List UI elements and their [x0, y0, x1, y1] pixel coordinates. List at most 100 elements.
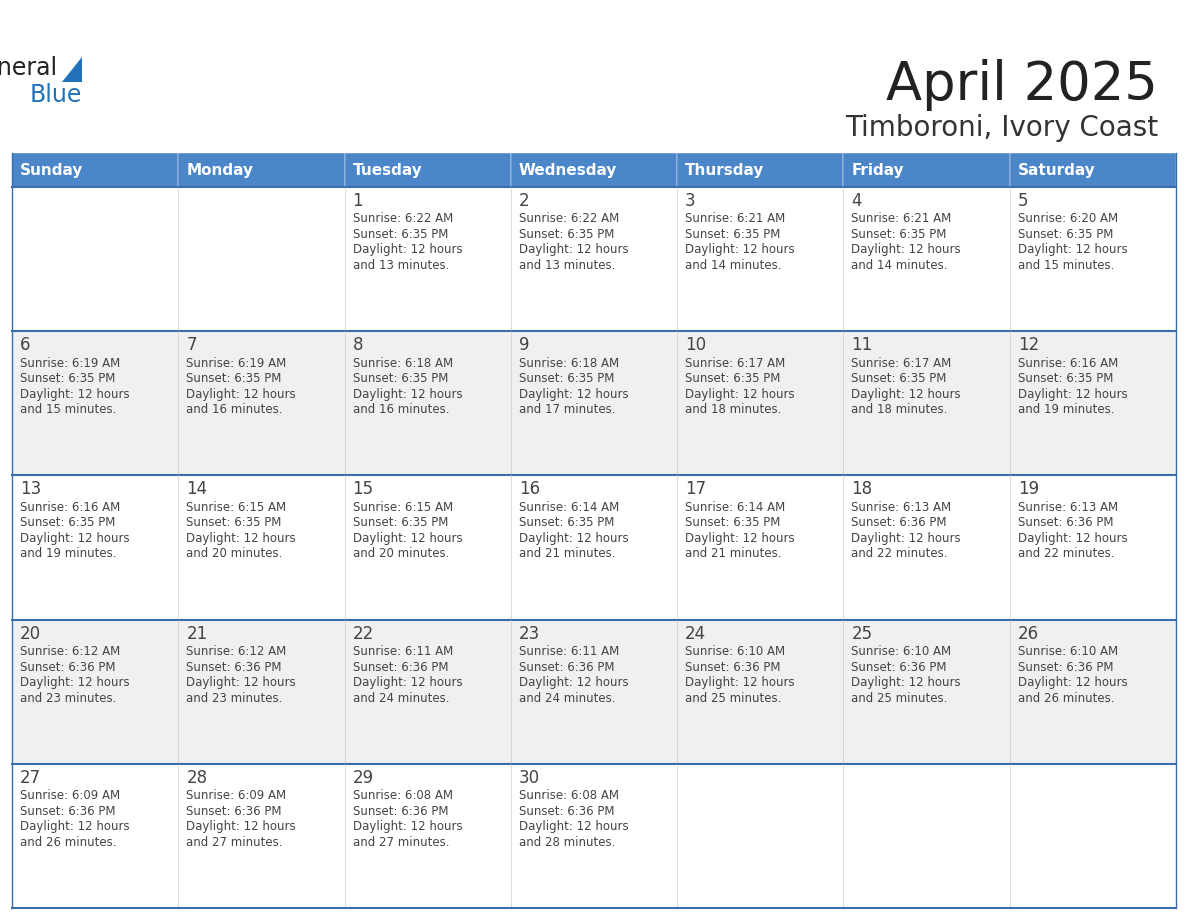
- Text: and 27 minutes.: and 27 minutes.: [187, 835, 283, 849]
- Text: 19: 19: [1018, 480, 1038, 498]
- Text: Sunset: 6:35 PM: Sunset: 6:35 PM: [852, 372, 947, 386]
- Text: 9: 9: [519, 336, 530, 354]
- Text: and 15 minutes.: and 15 minutes.: [20, 403, 116, 416]
- Text: Sunrise: 6:09 AM: Sunrise: 6:09 AM: [187, 789, 286, 802]
- Text: Sunrise: 6:10 AM: Sunrise: 6:10 AM: [1018, 645, 1118, 658]
- Text: Sunrise: 6:21 AM: Sunrise: 6:21 AM: [852, 212, 952, 226]
- Text: Daylight: 12 hours: Daylight: 12 hours: [20, 387, 129, 400]
- Text: 3: 3: [685, 192, 696, 210]
- Text: and 25 minutes.: and 25 minutes.: [685, 691, 782, 705]
- Text: Daylight: 12 hours: Daylight: 12 hours: [519, 676, 628, 689]
- Polygon shape: [62, 57, 82, 82]
- Text: Daylight: 12 hours: Daylight: 12 hours: [519, 532, 628, 545]
- Text: Daylight: 12 hours: Daylight: 12 hours: [685, 387, 795, 400]
- Text: Sunset: 6:35 PM: Sunset: 6:35 PM: [685, 372, 781, 386]
- Text: Sunset: 6:35 PM: Sunset: 6:35 PM: [1018, 228, 1113, 241]
- Text: Sunset: 6:35 PM: Sunset: 6:35 PM: [187, 372, 282, 386]
- Text: Sunset: 6:36 PM: Sunset: 6:36 PM: [20, 805, 115, 818]
- Bar: [12, 764, 1176, 908]
- Text: Sunset: 6:36 PM: Sunset: 6:36 PM: [187, 661, 282, 674]
- Text: Daylight: 12 hours: Daylight: 12 hours: [852, 387, 961, 400]
- Text: and 14 minutes.: and 14 minutes.: [852, 259, 948, 272]
- Text: Daylight: 12 hours: Daylight: 12 hours: [20, 532, 129, 545]
- Text: and 16 minutes.: and 16 minutes.: [187, 403, 283, 416]
- Text: Sunrise: 6:18 AM: Sunrise: 6:18 AM: [353, 357, 453, 370]
- Text: Sunrise: 6:12 AM: Sunrise: 6:12 AM: [187, 645, 286, 658]
- Text: Sunset: 6:36 PM: Sunset: 6:36 PM: [685, 661, 781, 674]
- Text: Sunrise: 6:13 AM: Sunrise: 6:13 AM: [1018, 501, 1118, 514]
- Text: Sunset: 6:36 PM: Sunset: 6:36 PM: [187, 805, 282, 818]
- Text: Daylight: 12 hours: Daylight: 12 hours: [20, 821, 129, 834]
- Text: 18: 18: [852, 480, 872, 498]
- Text: Daylight: 12 hours: Daylight: 12 hours: [187, 676, 296, 689]
- Text: and 23 minutes.: and 23 minutes.: [20, 691, 116, 705]
- Text: 23: 23: [519, 624, 541, 643]
- Text: Friday: Friday: [852, 162, 904, 177]
- Text: and 28 minutes.: and 28 minutes.: [519, 835, 615, 849]
- Bar: [511, 153, 677, 187]
- Text: Daylight: 12 hours: Daylight: 12 hours: [685, 243, 795, 256]
- Text: Daylight: 12 hours: Daylight: 12 hours: [852, 676, 961, 689]
- Bar: [12, 153, 178, 187]
- Bar: [1010, 153, 1176, 187]
- Text: and 27 minutes.: and 27 minutes.: [353, 835, 449, 849]
- Text: Sunrise: 6:12 AM: Sunrise: 6:12 AM: [20, 645, 120, 658]
- Text: 29: 29: [353, 768, 374, 787]
- Text: Sunrise: 6:09 AM: Sunrise: 6:09 AM: [20, 789, 120, 802]
- Text: Daylight: 12 hours: Daylight: 12 hours: [353, 676, 462, 689]
- Text: and 21 minutes.: and 21 minutes.: [685, 547, 782, 560]
- Text: and 25 minutes.: and 25 minutes.: [852, 691, 948, 705]
- Text: Blue: Blue: [30, 83, 82, 107]
- Text: 24: 24: [685, 624, 707, 643]
- Text: Sunset: 6:36 PM: Sunset: 6:36 PM: [852, 661, 947, 674]
- Text: 15: 15: [353, 480, 374, 498]
- Text: 1: 1: [353, 192, 364, 210]
- Text: 26: 26: [1018, 624, 1038, 643]
- Text: Daylight: 12 hours: Daylight: 12 hours: [1018, 676, 1127, 689]
- Text: Thursday: Thursday: [685, 162, 765, 177]
- Text: 7: 7: [187, 336, 197, 354]
- Text: Monday: Monday: [187, 162, 253, 177]
- Text: and 19 minutes.: and 19 minutes.: [20, 547, 116, 560]
- Text: and 22 minutes.: and 22 minutes.: [1018, 547, 1114, 560]
- Text: Sunrise: 6:22 AM: Sunrise: 6:22 AM: [353, 212, 453, 226]
- Text: Sunrise: 6:14 AM: Sunrise: 6:14 AM: [519, 501, 619, 514]
- Text: Saturday: Saturday: [1018, 162, 1095, 177]
- Text: Sunrise: 6:11 AM: Sunrise: 6:11 AM: [353, 645, 453, 658]
- Text: and 24 minutes.: and 24 minutes.: [519, 691, 615, 705]
- Text: 27: 27: [20, 768, 42, 787]
- Text: Sunset: 6:35 PM: Sunset: 6:35 PM: [353, 517, 448, 530]
- Text: Sunset: 6:35 PM: Sunset: 6:35 PM: [20, 372, 115, 386]
- Text: Sunset: 6:35 PM: Sunset: 6:35 PM: [519, 517, 614, 530]
- Text: Sunrise: 6:19 AM: Sunrise: 6:19 AM: [187, 357, 286, 370]
- Text: Daylight: 12 hours: Daylight: 12 hours: [519, 821, 628, 834]
- Text: Daylight: 12 hours: Daylight: 12 hours: [353, 387, 462, 400]
- Text: Daylight: 12 hours: Daylight: 12 hours: [353, 243, 462, 256]
- Text: 8: 8: [353, 336, 364, 354]
- Text: 17: 17: [685, 480, 707, 498]
- Text: Sunset: 6:36 PM: Sunset: 6:36 PM: [519, 805, 614, 818]
- Bar: [12, 476, 1176, 620]
- Text: Wednesday: Wednesday: [519, 162, 618, 177]
- Text: and 20 minutes.: and 20 minutes.: [353, 547, 449, 560]
- Text: Daylight: 12 hours: Daylight: 12 hours: [685, 676, 795, 689]
- Text: Sunset: 6:35 PM: Sunset: 6:35 PM: [187, 517, 282, 530]
- Text: Tuesday: Tuesday: [353, 162, 422, 177]
- Text: Sunrise: 6:08 AM: Sunrise: 6:08 AM: [519, 789, 619, 802]
- Text: Sunset: 6:36 PM: Sunset: 6:36 PM: [852, 517, 947, 530]
- Text: and 18 minutes.: and 18 minutes.: [685, 403, 782, 416]
- Text: Timboroni, Ivory Coast: Timboroni, Ivory Coast: [845, 114, 1158, 142]
- Text: Sunrise: 6:15 AM: Sunrise: 6:15 AM: [353, 501, 453, 514]
- Text: Sunset: 6:36 PM: Sunset: 6:36 PM: [519, 661, 614, 674]
- Bar: [12, 187, 1176, 331]
- Text: Sunrise: 6:16 AM: Sunrise: 6:16 AM: [20, 501, 120, 514]
- Text: Sunrise: 6:18 AM: Sunrise: 6:18 AM: [519, 357, 619, 370]
- Text: Sunrise: 6:17 AM: Sunrise: 6:17 AM: [852, 357, 952, 370]
- Text: Sunset: 6:35 PM: Sunset: 6:35 PM: [20, 517, 115, 530]
- Text: and 15 minutes.: and 15 minutes.: [1018, 259, 1114, 272]
- Text: and 20 minutes.: and 20 minutes.: [187, 547, 283, 560]
- Text: Sunrise: 6:08 AM: Sunrise: 6:08 AM: [353, 789, 453, 802]
- Text: Sunrise: 6:14 AM: Sunrise: 6:14 AM: [685, 501, 785, 514]
- Text: Sunset: 6:36 PM: Sunset: 6:36 PM: [1018, 661, 1113, 674]
- Text: 6: 6: [20, 336, 31, 354]
